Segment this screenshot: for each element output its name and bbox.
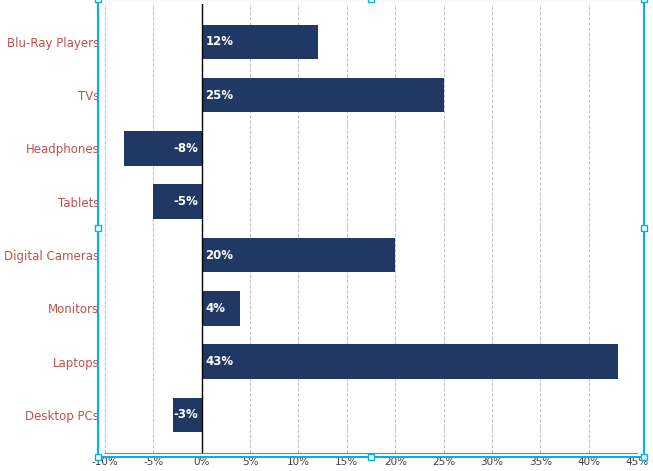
Bar — [172, 398, 202, 432]
Bar — [124, 131, 202, 166]
Text: 20%: 20% — [206, 249, 234, 261]
Bar — [202, 78, 443, 113]
Bar — [202, 291, 240, 325]
Bar — [202, 238, 395, 272]
Text: -8%: -8% — [173, 142, 198, 155]
Text: 25%: 25% — [206, 89, 234, 102]
Bar — [202, 24, 318, 59]
Text: 4%: 4% — [206, 302, 225, 315]
Text: 12%: 12% — [206, 35, 234, 49]
Text: -5%: -5% — [173, 195, 198, 208]
Text: 43%: 43% — [206, 355, 234, 368]
Bar — [202, 344, 618, 379]
Bar — [153, 185, 202, 219]
Text: -3%: -3% — [173, 408, 198, 422]
